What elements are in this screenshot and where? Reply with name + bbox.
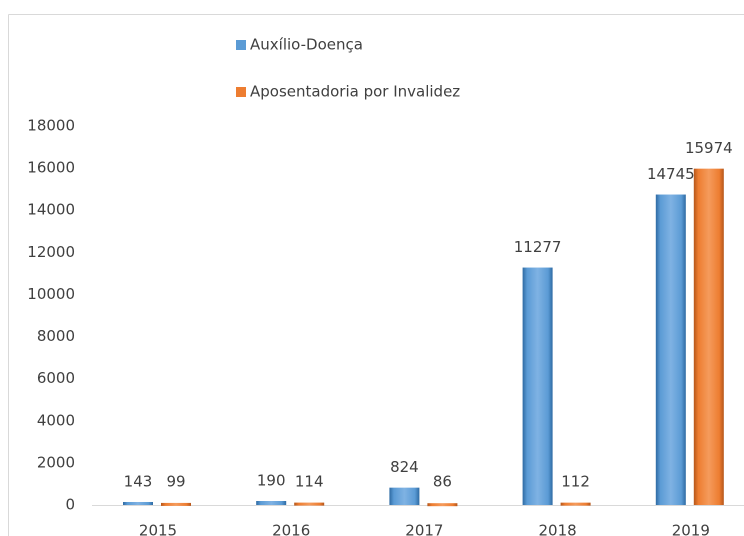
y-tick-label: 2000 (37, 453, 75, 471)
y-tick-label: 10000 (27, 285, 75, 303)
bar (256, 500, 287, 505)
data-label: 14745 (647, 165, 695, 183)
data-label: 190 (257, 471, 286, 489)
x-tick-label: 2019 (672, 522, 710, 536)
x-tick-label: 2017 (405, 522, 443, 536)
legend-swatch (236, 40, 246, 50)
data-label: 143 (124, 472, 153, 490)
bar (560, 502, 591, 506)
bar (522, 267, 553, 505)
legend-swatch (236, 87, 246, 97)
legend-label: Auxílio-Doença (250, 36, 363, 54)
x-tick-label: 2015 (139, 522, 177, 536)
data-label: 86 (433, 473, 452, 491)
bar (693, 168, 724, 505)
bar (427, 503, 458, 507)
bar (123, 501, 153, 505)
x-tick-label: 2018 (539, 522, 577, 536)
y-tick-label: 8000 (37, 327, 75, 345)
legend-label: Aposentadoria por Invalidez (250, 83, 460, 101)
y-tick-label: 0 (65, 496, 75, 514)
x-tick-label: 2016 (272, 522, 310, 536)
y-tick-label: 6000 (37, 369, 75, 387)
bar (655, 194, 686, 505)
y-tick-label: 12000 (27, 243, 75, 261)
y-tick-label: 18000 (27, 117, 75, 135)
data-label: 11277 (514, 238, 562, 256)
bar (389, 487, 420, 505)
y-tick-label: 4000 (37, 411, 75, 429)
data-label: 15974 (685, 139, 733, 157)
bar (294, 502, 325, 506)
y-tick-label: 14000 (27, 201, 75, 219)
data-label: 112 (561, 473, 590, 491)
bar (161, 502, 191, 506)
data-label: 99 (166, 473, 185, 491)
y-tick-label: 16000 (27, 159, 75, 177)
data-label: 114 (295, 473, 324, 491)
data-label: 824 (390, 458, 419, 476)
